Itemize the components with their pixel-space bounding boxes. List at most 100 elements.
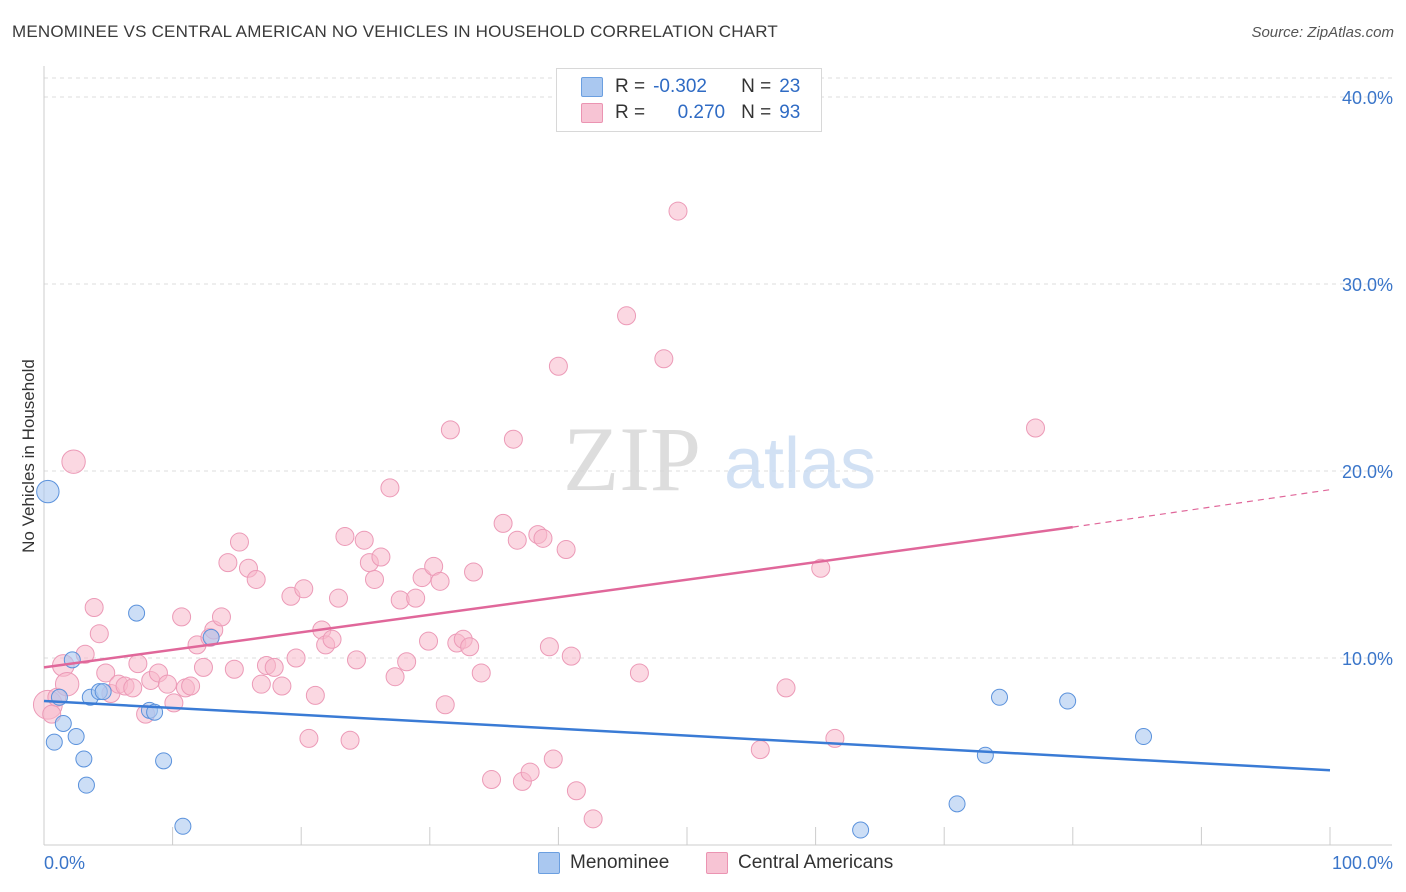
point-menominee	[852, 821, 870, 839]
point-menominee	[1135, 728, 1153, 746]
bottom-legend-label: Menominee	[570, 852, 670, 873]
legend-r-label: R =	[615, 102, 646, 123]
point-central-americans	[556, 540, 576, 560]
point-central-americans	[750, 740, 770, 760]
point-central-americans	[507, 530, 527, 550]
legend-row-menominee: R = -0.302 N = 23	[581, 75, 800, 99]
point-central-americans	[335, 526, 355, 546]
point-central-americans	[128, 654, 148, 674]
point-central-americans	[218, 553, 238, 573]
point-central-americans	[533, 528, 553, 548]
x-tick-label: 100.0%	[1332, 853, 1393, 873]
menominee-points	[36, 479, 1153, 839]
point-central-americans	[654, 349, 674, 369]
point-central-americans	[503, 429, 523, 449]
point-menominee	[36, 479, 60, 504]
bottom-swatch-central	[706, 852, 728, 874]
point-menominee	[77, 776, 95, 794]
point-central-americans	[61, 449, 86, 474]
central-americans-points	[32, 201, 1046, 829]
legend-row-central: R = 0.270 N = 93	[581, 101, 800, 125]
point-menominee	[54, 714, 72, 732]
point-central-americans	[464, 562, 484, 582]
point-central-americans	[123, 678, 143, 698]
trend-line-menominee	[43, 699, 1331, 772]
correlation-legend: R = -0.302 N = 23 R = 0.270 N = 93	[556, 68, 822, 132]
legend-swatch-central	[581, 103, 603, 123]
point-central-americans	[440, 420, 460, 440]
point-central-americans	[224, 659, 244, 679]
legend-n-label: N =	[741, 76, 772, 97]
point-central-americans	[543, 749, 563, 769]
point-central-americans	[776, 678, 796, 698]
point-central-americans	[286, 648, 306, 668]
point-central-americans	[493, 513, 513, 533]
point-central-americans	[264, 657, 284, 677]
legend-n-value: 23	[779, 76, 801, 97]
point-central-americans	[430, 571, 450, 591]
point-central-americans	[406, 588, 426, 608]
point-central-americans	[305, 685, 325, 705]
bottom-legend-menominee: Menominee	[538, 852, 669, 874]
watermark-zip: ZIP	[563, 408, 701, 510]
bottom-legend-central: Central Americans	[706, 852, 893, 874]
point-menominee	[976, 746, 994, 764]
trend-line-central-extension	[1072, 489, 1331, 528]
trend-line-central	[43, 525, 1073, 669]
point-central-americans	[157, 674, 177, 694]
point-central-americans	[482, 770, 502, 790]
point-central-americans	[371, 547, 391, 567]
legend-n-value: 93	[779, 102, 801, 123]
point-menominee	[174, 817, 192, 835]
bottom-legend-label: Central Americans	[738, 852, 894, 873]
point-menominee	[155, 752, 173, 770]
point-central-americans	[385, 667, 405, 687]
point-central-americans	[96, 663, 116, 683]
point-central-americans	[460, 637, 480, 657]
point-central-americans	[412, 568, 432, 588]
axis-labels: 10.0% 20.0% 30.0% 40.0% 0.0% 100.0%	[44, 88, 1393, 873]
source-label: Source: ZipAtlas.com	[1251, 24, 1394, 41]
point-central-americans	[617, 306, 637, 326]
legend-swatch-menominee	[581, 77, 603, 97]
point-central-americans	[811, 558, 831, 578]
point-central-americans	[299, 728, 319, 748]
point-central-americans	[229, 532, 249, 552]
y-tick-label: 40.0%	[1342, 88, 1393, 108]
point-central-americans	[566, 781, 586, 801]
point-menominee	[75, 750, 93, 768]
y-tick-label: 10.0%	[1342, 649, 1393, 669]
legend-r-label: R =	[615, 76, 646, 97]
point-central-americans	[328, 588, 348, 608]
point-central-americans	[181, 676, 201, 696]
chart-title: MENOMINEE VS CENTRAL AMERICAN NO VEHICLE…	[12, 22, 778, 41]
point-central-americans	[365, 569, 385, 589]
point-central-americans	[539, 637, 559, 657]
point-central-americans	[520, 762, 540, 782]
point-central-americans	[435, 695, 455, 715]
point-central-americans	[246, 569, 266, 589]
y-tick-label: 20.0%	[1342, 462, 1393, 482]
point-central-americans	[322, 629, 342, 649]
point-central-americans	[354, 530, 374, 550]
legend-n-label: N =	[741, 102, 772, 123]
point-central-americans	[561, 646, 581, 666]
point-menominee	[948, 795, 966, 813]
point-central-americans	[668, 201, 688, 221]
legend-r-value: -0.302	[653, 76, 707, 97]
point-menominee	[94, 683, 112, 701]
point-menominee	[128, 604, 146, 622]
point-central-americans	[583, 809, 603, 829]
bottom-swatch-menominee	[538, 852, 560, 874]
x-tick-label: 0.0%	[44, 853, 85, 873]
point-central-americans	[1026, 418, 1046, 438]
point-central-americans	[380, 478, 400, 498]
point-menominee	[45, 733, 63, 751]
point-central-americans	[251, 674, 271, 694]
point-central-americans	[629, 663, 649, 683]
legend-r-value: 0.270	[677, 102, 726, 123]
point-central-americans	[471, 663, 491, 683]
point-central-americans	[84, 598, 104, 618]
point-central-americans	[397, 652, 417, 672]
